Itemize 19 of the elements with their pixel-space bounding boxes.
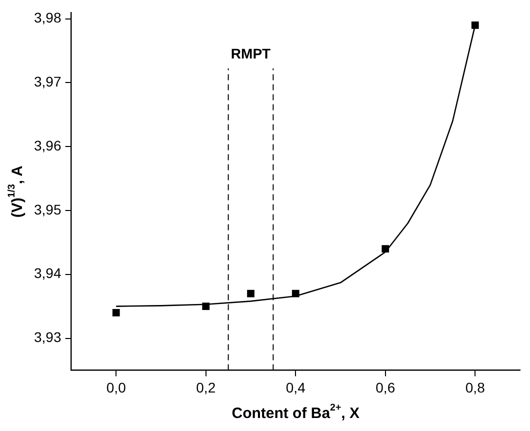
x-tick-label: 0,4 <box>286 379 306 396</box>
y-tick-label: 3,93 <box>34 329 62 346</box>
point <box>112 309 120 316</box>
y-tick-label: 3,97 <box>34 74 62 90</box>
y-tick-label: 3,94 <box>34 265 62 282</box>
x-tick-label: 0,2 <box>196 379 216 396</box>
point <box>202 302 210 310</box>
point <box>247 290 254 298</box>
point <box>471 21 479 29</box>
annotation: RMPT <box>230 45 272 62</box>
point <box>382 245 390 252</box>
y-tick-label: 3,98 <box>34 10 62 26</box>
y-tick-label: 3,96 <box>34 137 62 154</box>
x-tick-label: 0,8 <box>465 379 486 396</box>
y-tick-label: 3,95 <box>34 201 62 218</box>
x-tick-label: 0,0 <box>106 379 126 396</box>
y-axis-title: (V)1/3, A <box>6 165 26 218</box>
x-tick-label: 0,6 <box>376 379 396 396</box>
point <box>292 290 300 298</box>
